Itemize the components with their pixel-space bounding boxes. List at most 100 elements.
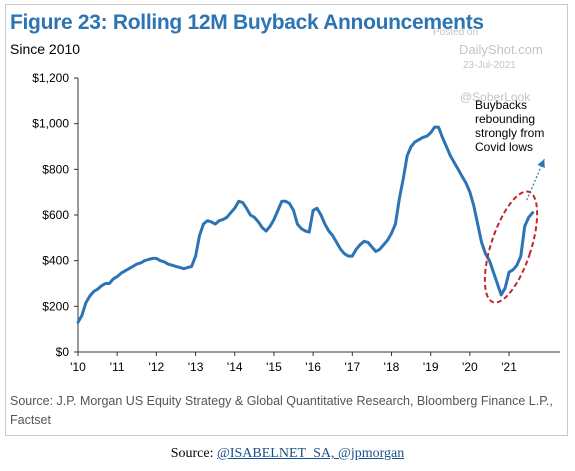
x-tick-label: '13 [188,360,204,374]
series-point [245,207,248,209]
series-point [296,223,299,225]
series-point [273,218,275,221]
series-point [183,267,185,270]
annotation-arrow-head [537,159,545,168]
annotation-text-line: Covid lows [475,140,533,154]
series-point [324,223,326,225]
series-point [516,264,518,267]
series-point [331,234,334,237]
series-point [116,275,118,278]
series-point [171,264,173,267]
series-point [476,223,479,225]
series-point [382,243,385,246]
series-point [367,241,369,244]
series-point [508,271,510,273]
series-point [147,258,150,261]
series-point [359,243,361,246]
x-tick-label: '17 [344,360,360,374]
series-point [488,259,491,262]
series-point [363,240,365,243]
series-point [473,205,475,207]
series-point [281,200,283,203]
series-point [89,295,91,297]
series-point [512,269,514,271]
series-point [237,200,240,203]
series-point [151,257,154,260]
series-point [277,209,279,212]
series-point [406,154,409,157]
x-tick-label: '10 [70,360,86,374]
x-tick-label: '20 [462,360,478,374]
series-point [77,321,79,324]
series-point [414,141,416,143]
annotation-text-line: Buybacks [475,98,527,112]
series-point [453,161,456,164]
series-point [402,177,405,180]
series-point [469,191,471,193]
chart-subtitle: Since 2010 [10,41,81,57]
series-point [233,207,236,209]
series-point [253,216,256,219]
series-point [433,126,436,128]
series-point [198,234,201,237]
y-tick-label: $1,200 [32,71,69,85]
series-point [465,182,467,184]
series-point [214,223,216,225]
y-tick-label: $200 [42,299,69,313]
series-point [269,225,271,228]
series-point [190,265,193,268]
series-point [292,209,295,212]
series-point [312,209,314,212]
series-point [531,211,534,214]
y-tick-label: $600 [42,208,69,222]
series-point [92,290,95,293]
watermark-site: DailyShot.com [459,42,543,57]
caption-source-links[interactable]: @ISABELNET_SA, @jpmorgan [216,446,405,461]
x-tick-label: '21 [501,360,517,374]
series-point [492,271,495,273]
series-point [523,225,526,228]
series-point [371,246,373,248]
series-point [437,126,440,128]
series-point [445,145,448,148]
y-tick-label: $400 [42,254,69,268]
series-line [76,125,535,324]
series-point [128,267,130,270]
series-point [335,241,338,244]
series-point [139,262,142,264]
watermark-date: 23-Jul-2021 [463,60,516,71]
caption-label: Source: [170,446,217,461]
series-point [398,198,401,200]
series-point [394,223,397,225]
series-point [410,145,412,148]
series-point [124,270,126,272]
series-point [261,226,264,229]
series-point [288,202,291,205]
series-point [500,294,503,296]
series-point [520,255,522,257]
annotation-text-line: rebounding [475,112,535,126]
series-point [527,216,530,219]
series-point [206,219,209,222]
series-point [136,263,138,265]
x-tick-label: '16 [305,360,321,374]
chart-title: Figure 23: Rolling 12M Buyback Announcem… [10,11,484,34]
series-point [320,214,322,216]
x-tick-label: '11 [110,360,125,374]
series-point [355,248,358,251]
series-point [461,175,463,177]
series-point [155,257,158,260]
series-point [210,221,212,223]
series-point [378,248,381,251]
highlight-ellipse [483,190,539,304]
series-point [375,250,377,253]
series-point [132,265,134,268]
series-point [249,214,252,216]
series-point [85,302,87,304]
series-point [449,154,452,157]
series-point [81,314,83,317]
series-point [100,285,103,287]
series-point [386,239,389,241]
annotation-text-line: strongly from [475,126,544,140]
series-point [167,263,169,265]
